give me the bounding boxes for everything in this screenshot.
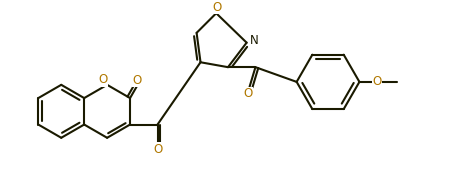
Text: O: O — [153, 143, 162, 156]
Text: O: O — [132, 74, 142, 87]
Text: N: N — [250, 34, 259, 47]
Text: O: O — [99, 73, 108, 87]
Text: O: O — [373, 75, 382, 88]
Text: O: O — [212, 1, 222, 14]
Text: O: O — [243, 87, 252, 100]
